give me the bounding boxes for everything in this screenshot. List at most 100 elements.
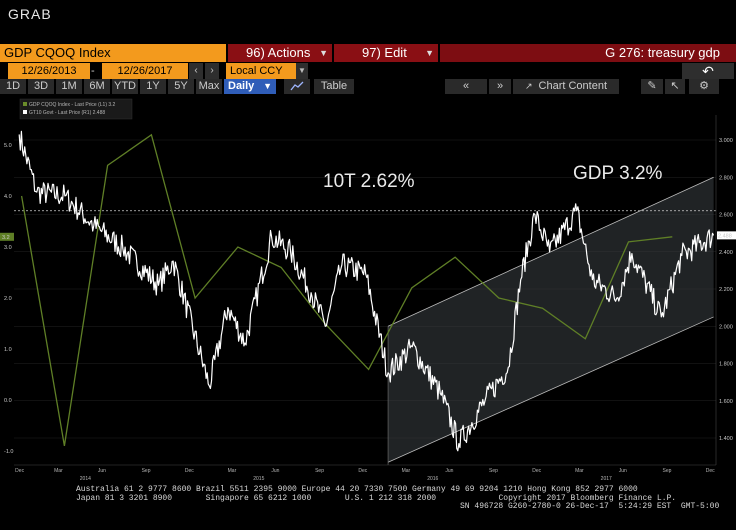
right-current-value: 2.488 bbox=[718, 233, 732, 239]
dropdown-arrow-icon: ▼ bbox=[319, 48, 328, 58]
window-title: GRAB bbox=[8, 6, 52, 22]
double-chevron-left-icon[interactable]: « bbox=[445, 79, 487, 94]
x-axis-tick-label: Sep bbox=[489, 468, 498, 474]
right-axis-tick-label: 2.400 bbox=[719, 250, 733, 256]
x-axis-tick-label: Dec bbox=[358, 468, 367, 474]
legend-swatch-gdp bbox=[23, 102, 27, 106]
right-axis-tick-label: 2.800 bbox=[719, 175, 733, 181]
footer-info: Australia 61 2 9777 8600 Brazil 5511 239… bbox=[0, 485, 736, 530]
legend-swatch-gt10 bbox=[23, 110, 27, 114]
frequency-select[interactable]: Daily ▼ bbox=[224, 79, 276, 94]
chevron-down-icon: ▼ bbox=[263, 81, 272, 91]
left-axis-tick-label: 1.0 bbox=[4, 347, 12, 353]
actions-label: 96) Actions bbox=[246, 45, 311, 60]
x-axis: Dec Mar Jun Sep Dec Mar Jun Sep Dec Mar Jun Sep Dec M… bbox=[14, 464, 716, 482]
gdp-series bbox=[20, 133, 673, 447]
trend-channel-fill bbox=[388, 177, 714, 463]
x-axis-year-label: 2017 bbox=[601, 476, 612, 482]
left-current-value-tag bbox=[0, 232, 14, 241]
period-max-button[interactable]: Max bbox=[196, 79, 222, 94]
end-date-field[interactable]: 12/26/2017 bbox=[102, 63, 188, 79]
left-axis-tick-label: 5.0 bbox=[4, 143, 12, 149]
actions-menu-button[interactable]: 96) Actions ▼ bbox=[228, 44, 332, 62]
previous-period-button[interactable]: ‹ bbox=[189, 63, 203, 79]
function-title-bar[interactable]: G 276: treasury gdp bbox=[440, 44, 736, 62]
gt10-line bbox=[18, 130, 715, 452]
left-axis-tick-label: 4.0 bbox=[4, 194, 12, 200]
right-axis: 1.400 1.600 1.800 2.000 2.200 2.400 2.600 2.800… bbox=[715, 115, 736, 465]
footer-line-1: Australia 61 2 9777 8600 Brazil 5511 239… bbox=[76, 485, 638, 494]
left-axis-tick-label: 2.0 bbox=[4, 296, 12, 302]
gt10-series bbox=[18, 130, 715, 452]
table-button[interactable]: Table bbox=[314, 79, 354, 94]
right-axis-tick-label: 2.000 bbox=[719, 324, 733, 330]
right-axis-tick-label: 1.800 bbox=[719, 362, 733, 368]
edit-label: 97) Edit bbox=[362, 45, 407, 60]
x-axis-year-label: 2015 bbox=[253, 476, 264, 482]
right-axis-tick-label: 1.600 bbox=[719, 399, 733, 405]
next-period-button[interactable]: › bbox=[205, 63, 219, 79]
brush-icon[interactable]: ✎ bbox=[641, 79, 663, 94]
x-axis-tick-label: Mar bbox=[402, 468, 411, 474]
right-current-value-tag bbox=[717, 231, 736, 240]
x-axis-tick-label: Dec bbox=[532, 468, 541, 474]
period-1y-button[interactable]: 1Y bbox=[140, 79, 166, 94]
price-chart[interactable]: -1.0 0.0 1.0 2.0 3.0 4.0 5.0 3.2 1.400 1.600 1.80… bbox=[0, 95, 736, 487]
left-current-value: 3.2 bbox=[2, 235, 10, 241]
x-axis-tick-label: Jun bbox=[271, 468, 279, 474]
date-separator: - bbox=[91, 65, 95, 77]
annotation-10t: 10T 2.62% bbox=[323, 171, 415, 192]
left-axis-tick-label: 0.0 bbox=[4, 398, 12, 404]
line-chart-icon[interactable] bbox=[284, 79, 310, 94]
trend-channel-lower-line bbox=[387, 316, 714, 463]
x-axis-tick-label: Sep bbox=[142, 468, 151, 474]
left-axis: -1.0 0.0 1.0 2.0 3.0 4.0 5.0 3.2 bbox=[0, 143, 14, 455]
gear-icon[interactable]: ⚙ bbox=[689, 79, 719, 94]
period-3d-button[interactable]: 3D bbox=[28, 79, 54, 94]
gdp-line bbox=[20, 133, 673, 447]
x-axis-tick-label: Mar bbox=[228, 468, 237, 474]
x-axis-tick-label: Dec bbox=[706, 468, 715, 474]
period-6m-button[interactable]: 6M bbox=[84, 79, 110, 94]
right-axis-tick-label: 3.000 bbox=[719, 138, 733, 144]
footer-line-3: SN 496728 G260-2780-0 26-Dec-17 5:24:29 … bbox=[460, 502, 720, 511]
chart-legend: GDP CQOQ Index - Last Price (L1) 3.2 GT1… bbox=[19, 98, 133, 120]
chart-content-button[interactable]: ↗ Chart Content bbox=[513, 79, 619, 94]
annotation-gdp: GDP 3.2% bbox=[573, 163, 663, 184]
chevron-down-icon[interactable]: ▼ bbox=[296, 63, 308, 79]
grid-lines bbox=[14, 139, 716, 439]
trend-channel-upper-line bbox=[387, 176, 714, 327]
period-1d-button[interactable]: 1D bbox=[0, 79, 26, 94]
right-axis-tick-label: 2.200 bbox=[719, 287, 733, 293]
legend-label-gt10: GT10 Govt - Last Price (R1) 2.488 bbox=[29, 110, 105, 116]
x-axis-tick-label: Jun bbox=[619, 468, 627, 474]
x-axis-tick-label: Dec bbox=[15, 468, 24, 474]
x-axis-year-label: 2014 bbox=[80, 476, 91, 482]
left-axis-tick-label: -1.0 bbox=[4, 449, 13, 455]
period-1m-button[interactable]: 1M bbox=[56, 79, 82, 94]
start-date-field[interactable]: 12/26/2013 bbox=[8, 63, 90, 79]
x-axis-tick-label: Dec bbox=[185, 468, 194, 474]
x-axis-tick-label: Mar bbox=[54, 468, 63, 474]
resize-icon[interactable]: ↖ bbox=[665, 79, 685, 94]
chart-icon: ↗ bbox=[524, 81, 533, 91]
left-axis-tick-label: 3.0 bbox=[4, 245, 12, 251]
legend-box bbox=[19, 98, 133, 120]
x-axis-year-label: 2016 bbox=[427, 476, 438, 482]
trend-channel bbox=[387, 176, 714, 465]
double-chevron-right-icon[interactable]: » bbox=[489, 79, 511, 94]
x-axis-tick-label: Jun bbox=[445, 468, 453, 474]
period-ytd-button[interactable]: YTD bbox=[112, 79, 138, 94]
right-axis-tick-label: 2.600 bbox=[719, 213, 733, 219]
undo-icon[interactable]: ↶ bbox=[682, 63, 734, 79]
x-axis-tick-label: Jun bbox=[98, 468, 106, 474]
period-5y-button[interactable]: 5Y bbox=[168, 79, 194, 94]
right-axis-tick-label: 1.400 bbox=[719, 436, 733, 442]
edit-menu-button[interactable]: 97) Edit ▼ bbox=[334, 44, 438, 62]
dropdown-arrow-icon: ▼ bbox=[425, 48, 434, 58]
ticker-field[interactable]: GDP CQOQ Index bbox=[0, 44, 226, 62]
x-axis-tick-label: Sep bbox=[663, 468, 672, 474]
x-axis-tick-label: Mar bbox=[575, 468, 584, 474]
currency-select[interactable]: Local CCY bbox=[226, 63, 296, 79]
legend-label-gdp: GDP CQOQ Index - Last Price (L1) 3.2 bbox=[29, 102, 116, 108]
